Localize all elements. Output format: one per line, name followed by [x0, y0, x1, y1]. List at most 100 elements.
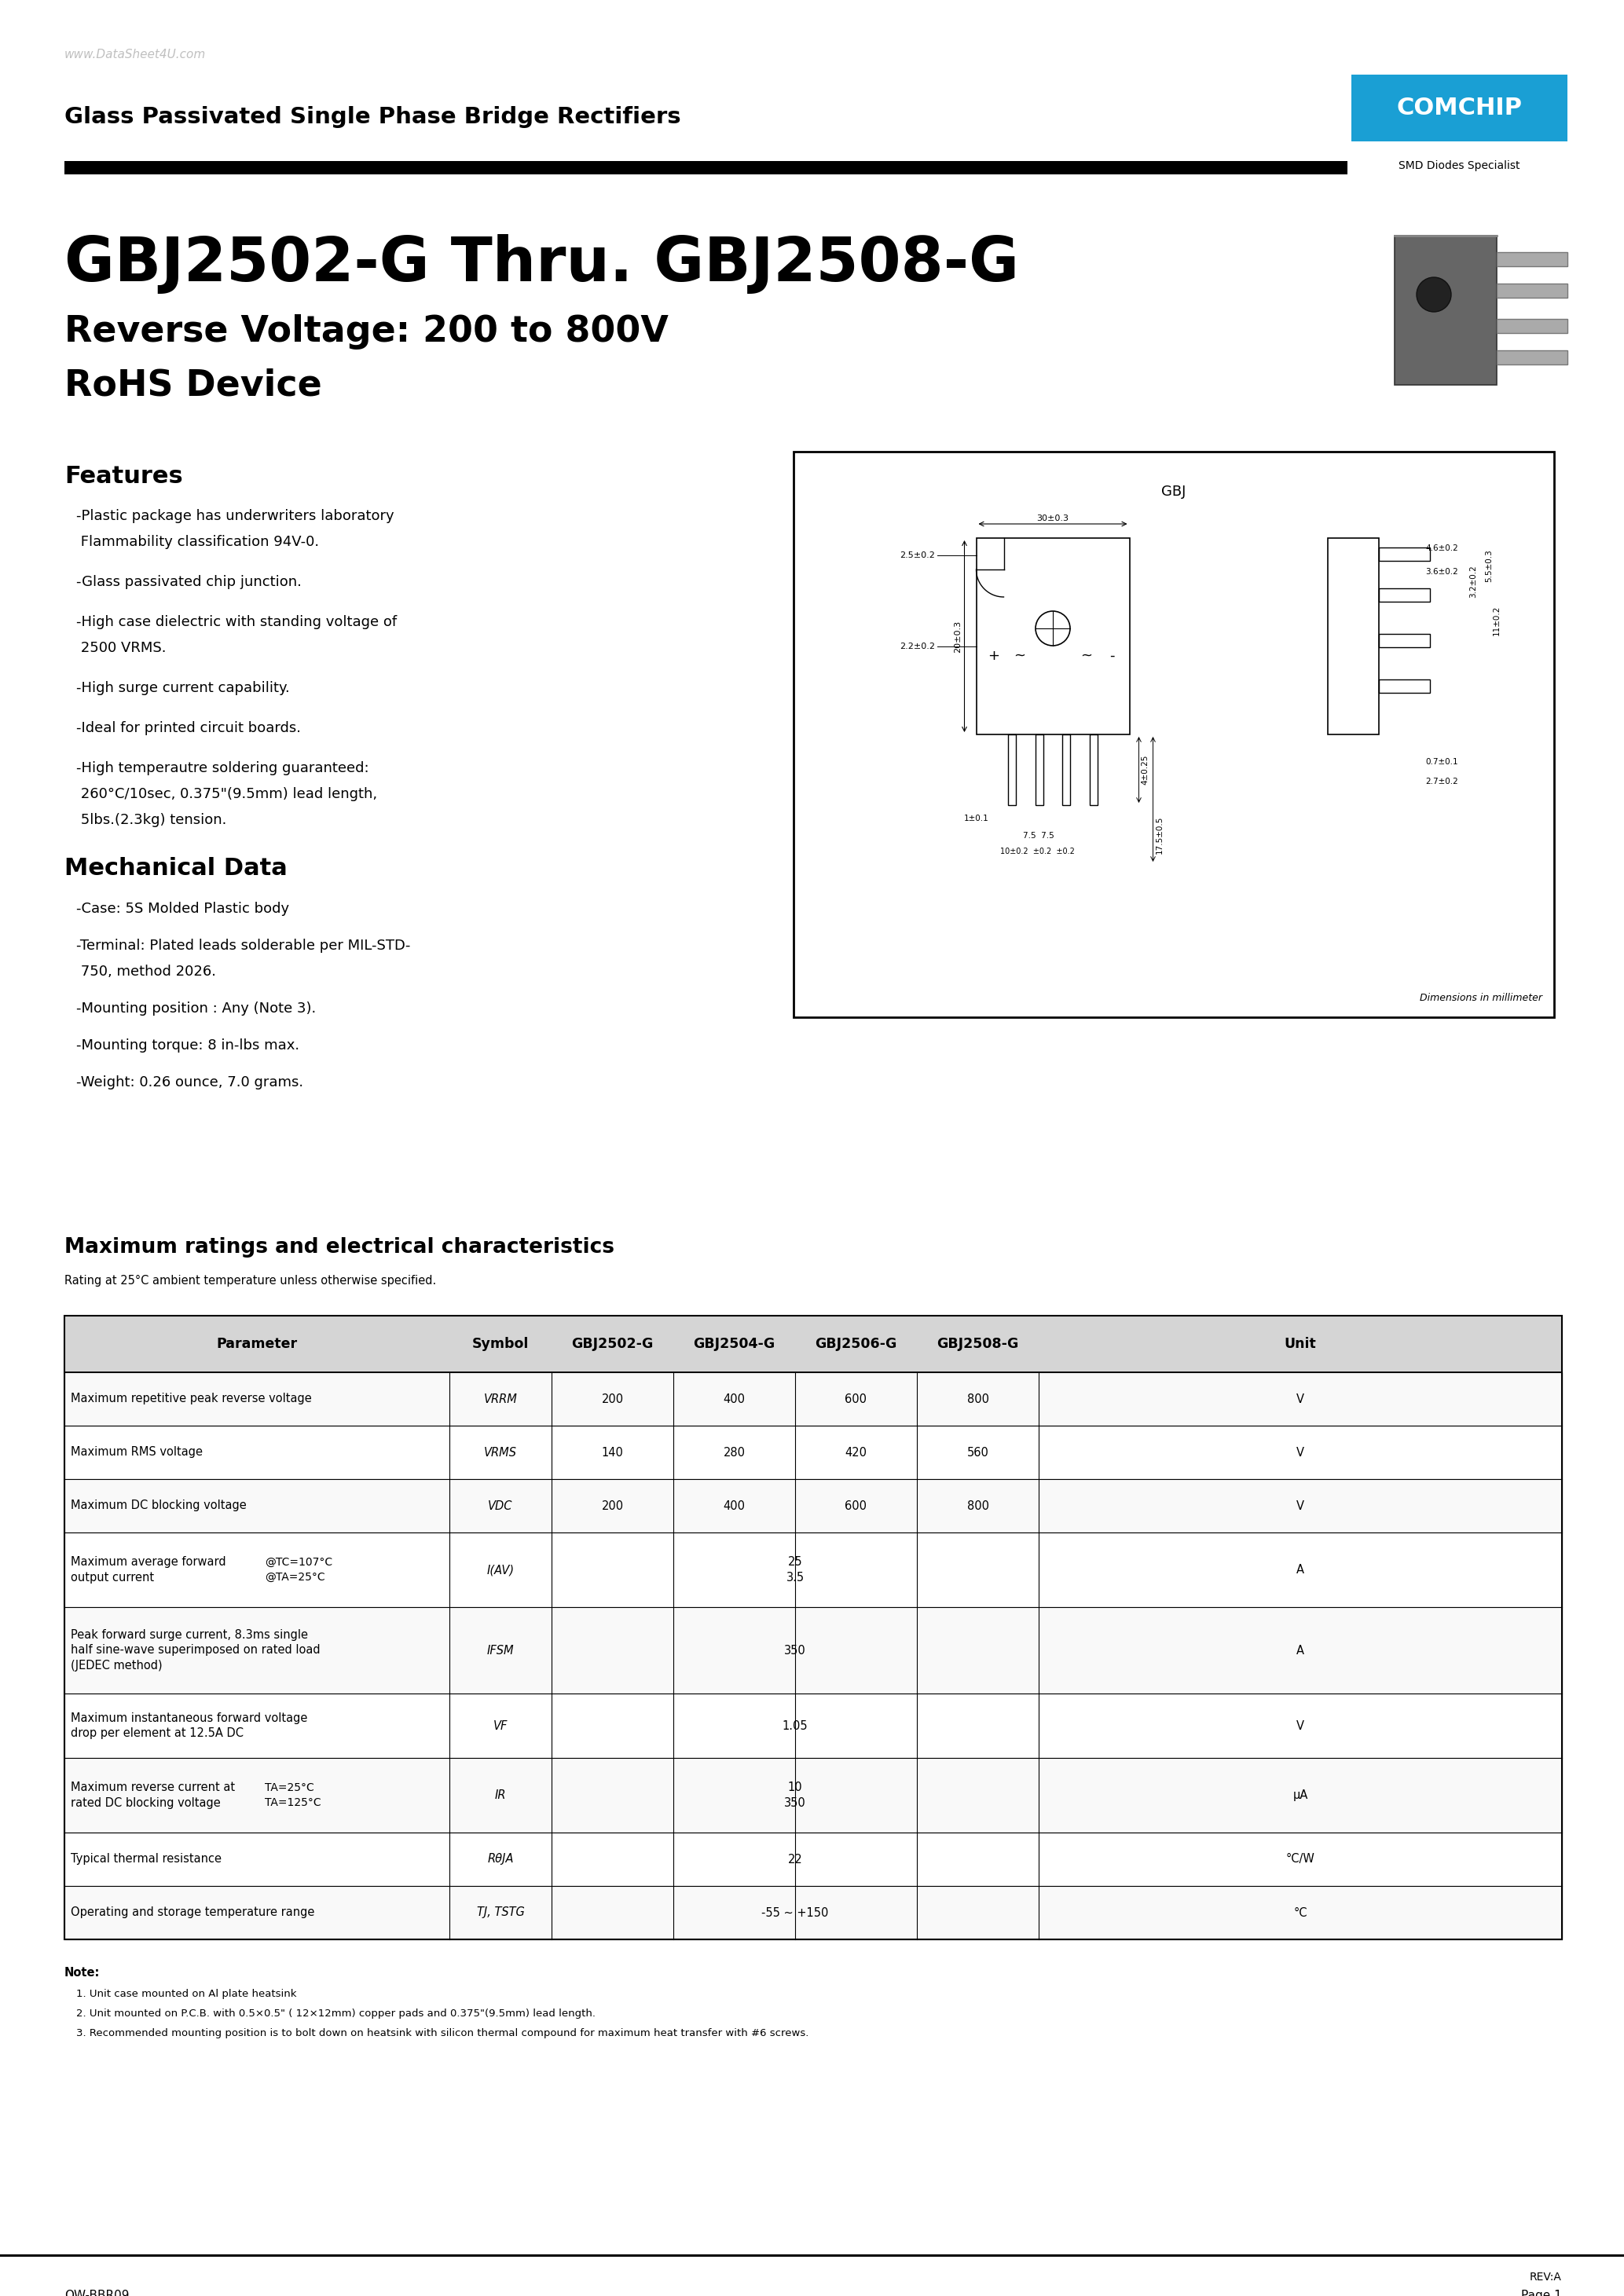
Text: 4.6±0.2: 4.6±0.2: [1426, 544, 1458, 553]
Bar: [1497, 351, 1567, 365]
Text: 30±0.3: 30±0.3: [1036, 514, 1069, 523]
Text: -High surge current capability.: -High surge current capability.: [76, 682, 289, 696]
Text: Dimensions in millimeter: Dimensions in millimeter: [1419, 992, 1543, 1003]
Bar: [1328, 537, 1379, 735]
Text: -Mounting torque: 8 in-lbs max.: -Mounting torque: 8 in-lbs max.: [76, 1038, 299, 1052]
Text: VRRM: VRRM: [484, 1394, 518, 1405]
Bar: [65, 1832, 1562, 1885]
Text: 10±0.2  ±0.2  ±0.2: 10±0.2 ±0.2 ±0.2: [1000, 847, 1075, 856]
Text: 5lbs.(2.3kg) tension.: 5lbs.(2.3kg) tension.: [76, 813, 227, 827]
Bar: [1090, 735, 1098, 806]
Text: GBJ2504-G: GBJ2504-G: [693, 1336, 775, 1350]
Bar: [65, 1316, 1562, 1940]
Text: 2.5±0.2: 2.5±0.2: [900, 551, 935, 560]
Bar: [1062, 735, 1070, 806]
Text: VRMS: VRMS: [484, 1446, 516, 1458]
Text: GBJ: GBJ: [1161, 484, 1186, 498]
Bar: [1351, 76, 1567, 142]
Bar: [65, 1607, 1562, 1694]
Text: 20±0.3: 20±0.3: [955, 620, 961, 652]
Text: 280: 280: [723, 1446, 745, 1458]
Text: Maximum instantaneous forward voltage
drop per element at 12.5A DC: Maximum instantaneous forward voltage dr…: [71, 1713, 307, 1740]
Text: Maximum reverse current at
rated DC blocking voltage: Maximum reverse current at rated DC bloc…: [71, 1782, 235, 1809]
Text: RoHS Device: RoHS Device: [65, 367, 322, 404]
Text: VDC: VDC: [489, 1499, 513, 1511]
Text: -55 ~ +150: -55 ~ +150: [762, 1906, 828, 1919]
Text: V: V: [1296, 1499, 1304, 1511]
Text: 260°C/10sec, 0.375"(9.5mm) lead length,: 260°C/10sec, 0.375"(9.5mm) lead length,: [76, 788, 377, 801]
Bar: [65, 1373, 1562, 1426]
Text: IFSM: IFSM: [487, 1644, 515, 1655]
Text: -High temperautre soldering guaranteed:: -High temperautre soldering guaranteed:: [76, 762, 369, 776]
Bar: [65, 1885, 1562, 1940]
Circle shape: [1416, 278, 1452, 312]
Text: GBJ2502-G Thru. GBJ2508-G: GBJ2502-G Thru. GBJ2508-G: [65, 234, 1018, 294]
Text: μA: μA: [1293, 1789, 1307, 1800]
Text: -Ideal for printed circuit boards.: -Ideal for printed circuit boards.: [76, 721, 300, 735]
Text: V: V: [1296, 1720, 1304, 1731]
Text: VF: VF: [494, 1720, 508, 1731]
Text: 11±0.2: 11±0.2: [1492, 606, 1501, 636]
Text: Typical thermal resistance: Typical thermal resistance: [71, 1853, 221, 1864]
Text: 2500 VRMS.: 2500 VRMS.: [76, 641, 166, 654]
Text: A: A: [1296, 1564, 1304, 1575]
Text: 800: 800: [966, 1499, 989, 1511]
Text: ~: ~: [1080, 650, 1091, 664]
Bar: [1379, 546, 1431, 560]
Text: COMCHIP: COMCHIP: [1397, 96, 1522, 119]
Text: @TC=107°C
@TA=25°C: @TC=107°C @TA=25°C: [265, 1557, 333, 1582]
Text: Maximum ratings and electrical characteristics: Maximum ratings and electrical character…: [65, 1238, 614, 1258]
Text: Maximum repetitive peak reverse voltage: Maximum repetitive peak reverse voltage: [71, 1394, 312, 1405]
Bar: [976, 537, 1129, 735]
Text: Maximum DC blocking voltage: Maximum DC blocking voltage: [71, 1499, 247, 1511]
Text: 750, method 2026.: 750, method 2026.: [76, 964, 216, 978]
Bar: [1379, 680, 1431, 693]
Bar: [1497, 285, 1567, 298]
Text: 25
3.5: 25 3.5: [786, 1557, 804, 1584]
Bar: [65, 1426, 1562, 1479]
Bar: [1379, 588, 1431, 602]
Text: 22: 22: [788, 1853, 802, 1864]
Text: Reverse Voltage: 200 to 800V: Reverse Voltage: 200 to 800V: [65, 315, 669, 349]
Text: A: A: [1296, 1644, 1304, 1655]
Bar: [65, 1316, 1562, 1373]
Text: -Case: 5S Molded Plastic body: -Case: 5S Molded Plastic body: [76, 902, 289, 916]
Text: 600: 600: [844, 1499, 867, 1511]
Text: 1.05: 1.05: [783, 1720, 807, 1731]
Bar: [1395, 236, 1497, 386]
Text: Symbol: Symbol: [473, 1336, 529, 1350]
Text: IR: IR: [495, 1789, 507, 1800]
Text: Mechanical Data: Mechanical Data: [65, 856, 287, 879]
Text: 7.5  7.5: 7.5 7.5: [1023, 831, 1054, 840]
Text: Operating and storage temperature range: Operating and storage temperature range: [71, 1906, 315, 1919]
Text: -Terminal: Plated leads solderable per MIL-STD-: -Terminal: Plated leads solderable per M…: [76, 939, 411, 953]
Text: 0.7±0.1: 0.7±0.1: [1426, 758, 1458, 767]
Text: Unit: Unit: [1285, 1336, 1317, 1350]
Bar: [794, 452, 1554, 1017]
Text: +: +: [987, 650, 999, 664]
Text: SMD Diodes Specialist: SMD Diodes Specialist: [1398, 161, 1520, 172]
Text: I(AV): I(AV): [487, 1564, 515, 1575]
Text: V: V: [1296, 1394, 1304, 1405]
Text: Peak forward surge current, 8.3ms single
half sine-wave superimposed on rated lo: Peak forward surge current, 8.3ms single…: [71, 1628, 320, 1671]
Text: www.DataSheet4U.com: www.DataSheet4U.com: [65, 48, 206, 60]
Text: Note:: Note:: [65, 1968, 101, 1979]
Bar: [1379, 634, 1431, 647]
Bar: [65, 1531, 1562, 1607]
Bar: [1009, 735, 1017, 806]
Text: -High case dielectric with standing voltage of: -High case dielectric with standing volt…: [76, 615, 396, 629]
Text: Page 1: Page 1: [1522, 2289, 1562, 2296]
Text: ~: ~: [1013, 650, 1025, 664]
Bar: [1497, 253, 1567, 266]
Text: -Mounting position : Any (Note 3).: -Mounting position : Any (Note 3).: [76, 1001, 317, 1015]
Text: 17.5±0.5: 17.5±0.5: [1155, 815, 1163, 854]
Text: 2. Unit mounted on P.C.B. with 0.5×0.5" ( 12×12mm) copper pads and 0.375"(9.5mm): 2. Unit mounted on P.C.B. with 0.5×0.5" …: [76, 2009, 596, 2018]
Text: 3.6±0.2: 3.6±0.2: [1426, 567, 1458, 576]
Text: 5.5±0.3: 5.5±0.3: [1484, 549, 1492, 581]
Text: 4±0.25: 4±0.25: [1142, 755, 1150, 785]
Text: 400: 400: [723, 1499, 745, 1511]
Text: -Plastic package has underwriters laboratory: -Plastic package has underwriters labora…: [76, 510, 395, 523]
Text: 200: 200: [601, 1394, 624, 1405]
Bar: [65, 1479, 1562, 1531]
Text: V: V: [1296, 1446, 1304, 1458]
